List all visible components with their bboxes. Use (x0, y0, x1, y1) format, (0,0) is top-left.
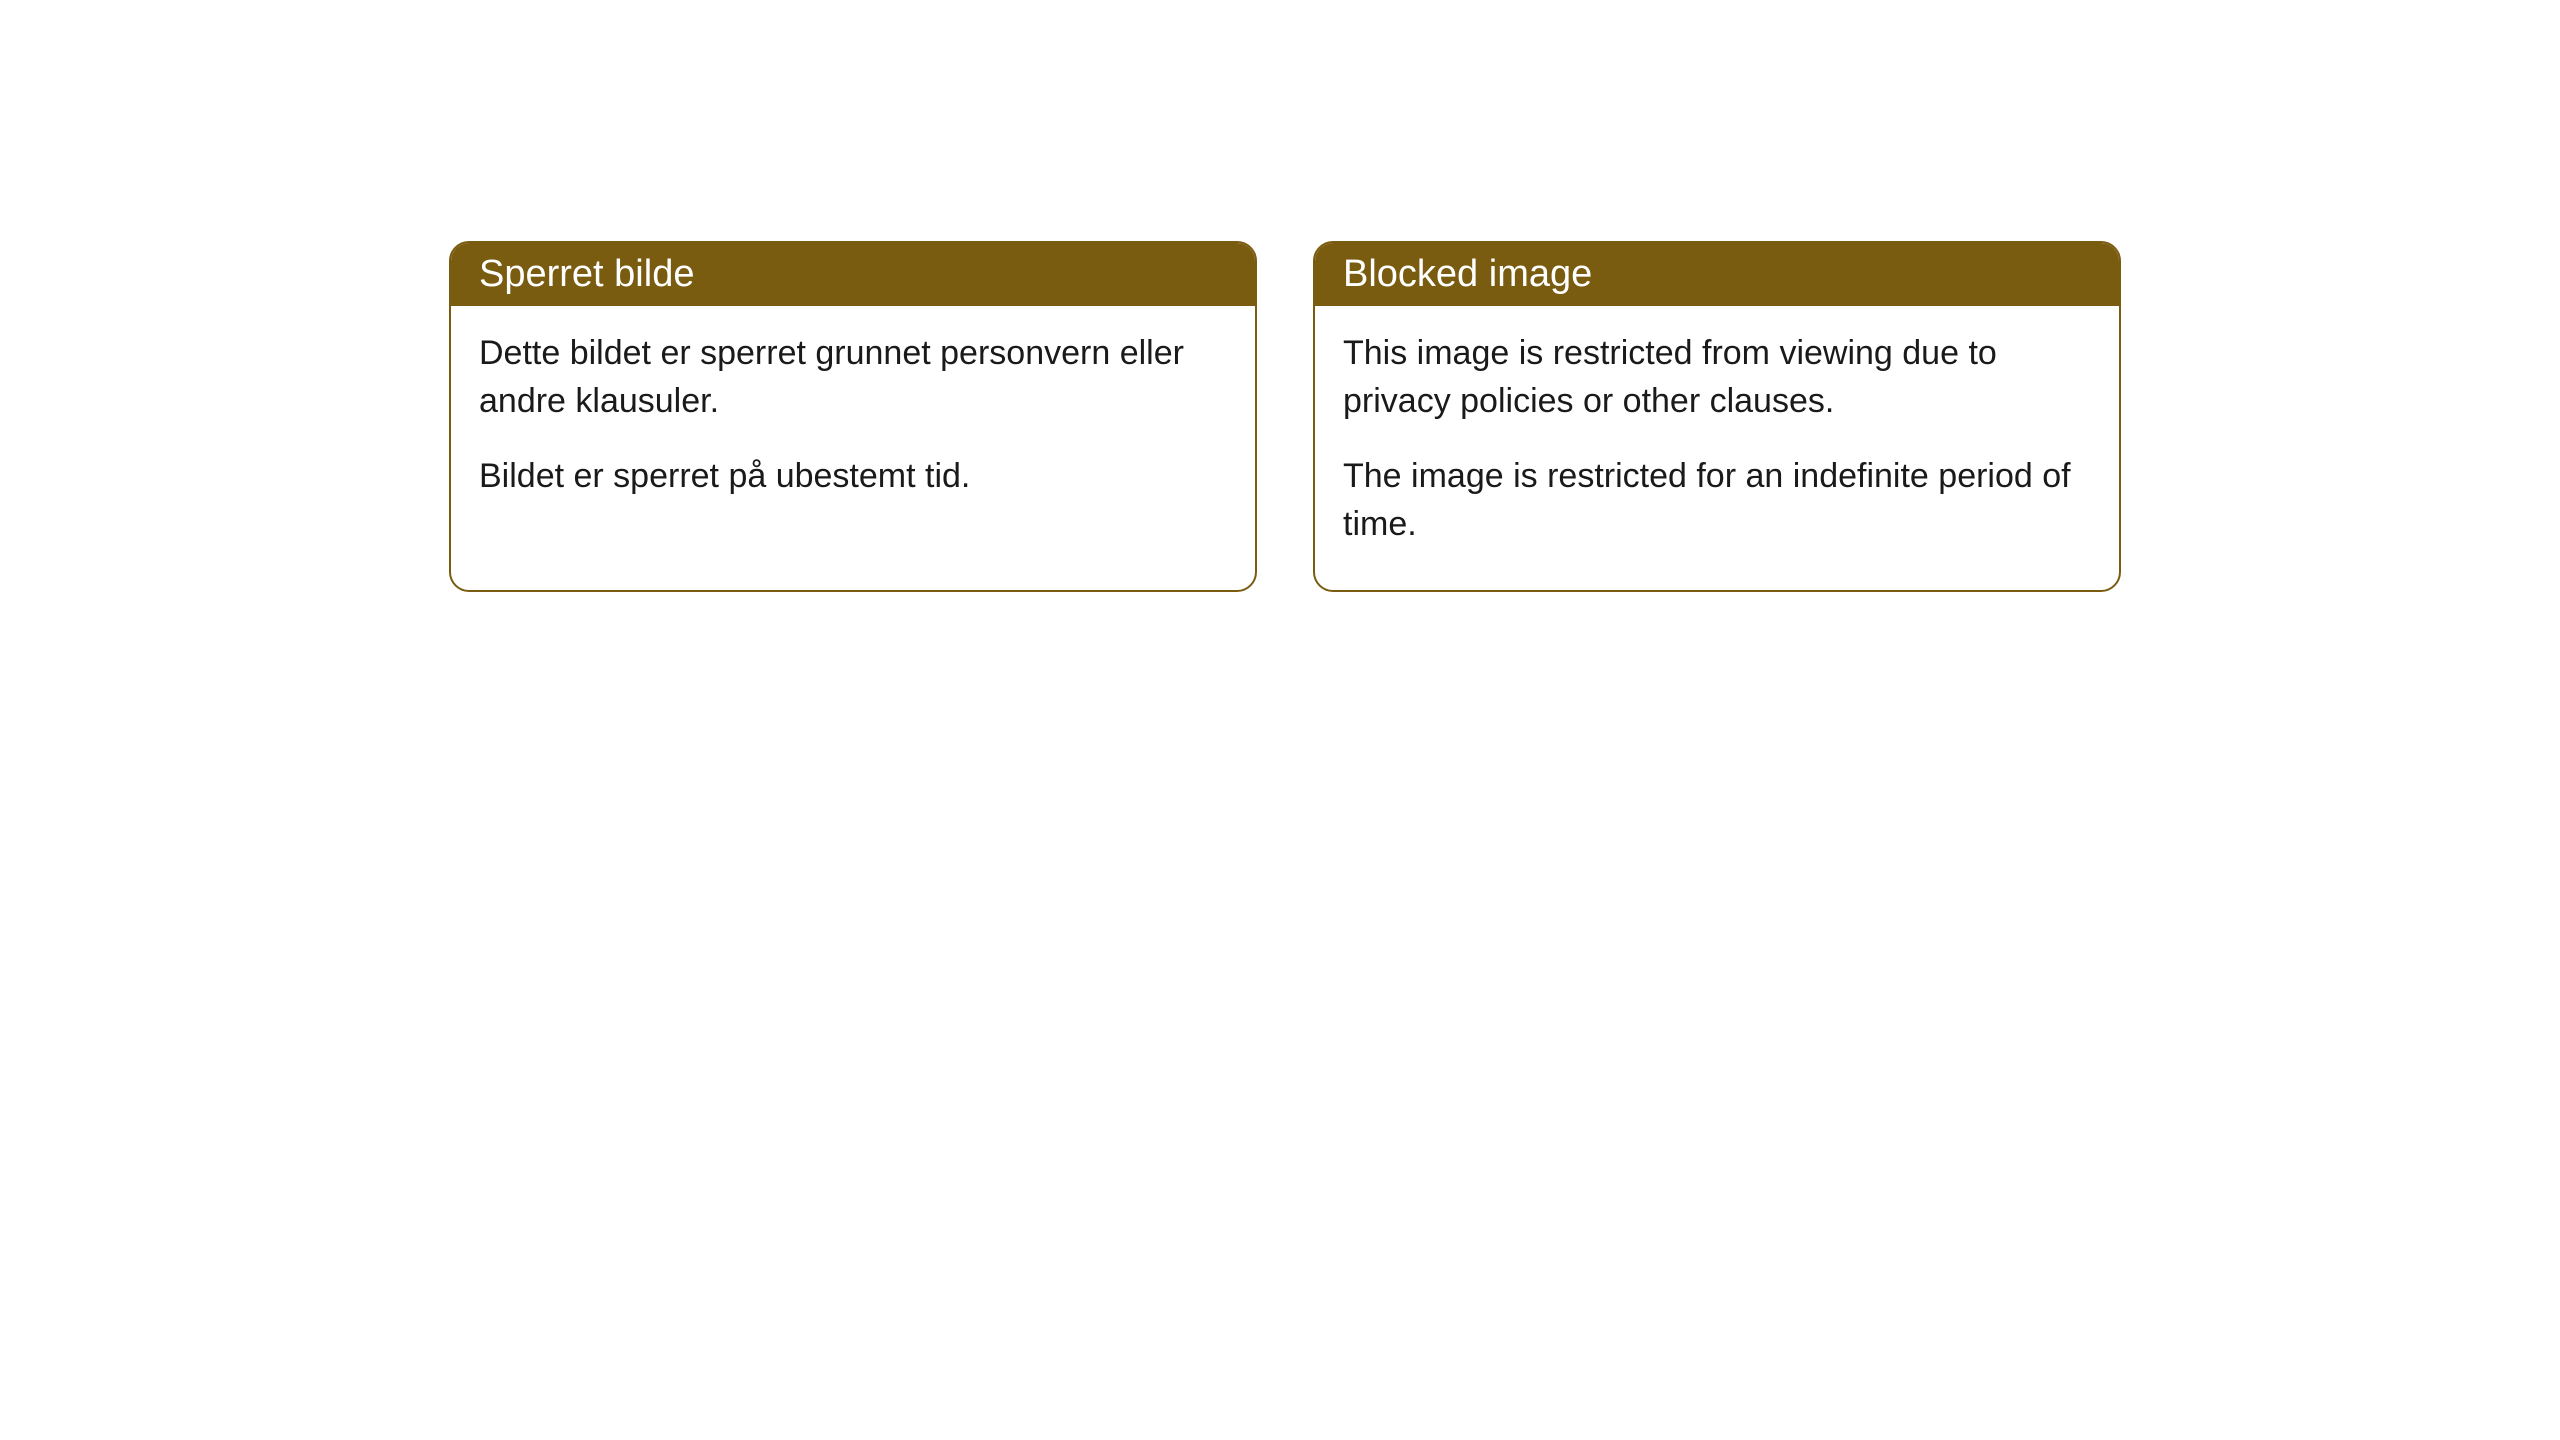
notice-card-norwegian: Sperret bilde Dette bildet er sperret gr… (449, 241, 1257, 592)
card-body: This image is restricted from viewing du… (1315, 306, 2119, 590)
card-paragraph: Dette bildet er sperret grunnet personve… (479, 330, 1227, 425)
notice-cards-container: Sperret bilde Dette bildet er sperret gr… (449, 241, 2121, 592)
notice-card-english: Blocked image This image is restricted f… (1313, 241, 2121, 592)
card-header: Blocked image (1315, 243, 2119, 306)
card-title: Blocked image (1343, 253, 1592, 295)
card-body: Dette bildet er sperret grunnet personve… (451, 306, 1255, 543)
card-paragraph: Bildet er sperret på ubestemt tid. (479, 453, 1227, 501)
card-paragraph: The image is restricted for an indefinit… (1343, 453, 2091, 548)
card-header: Sperret bilde (451, 243, 1255, 306)
card-title: Sperret bilde (479, 253, 694, 295)
card-paragraph: This image is restricted from viewing du… (1343, 330, 2091, 425)
